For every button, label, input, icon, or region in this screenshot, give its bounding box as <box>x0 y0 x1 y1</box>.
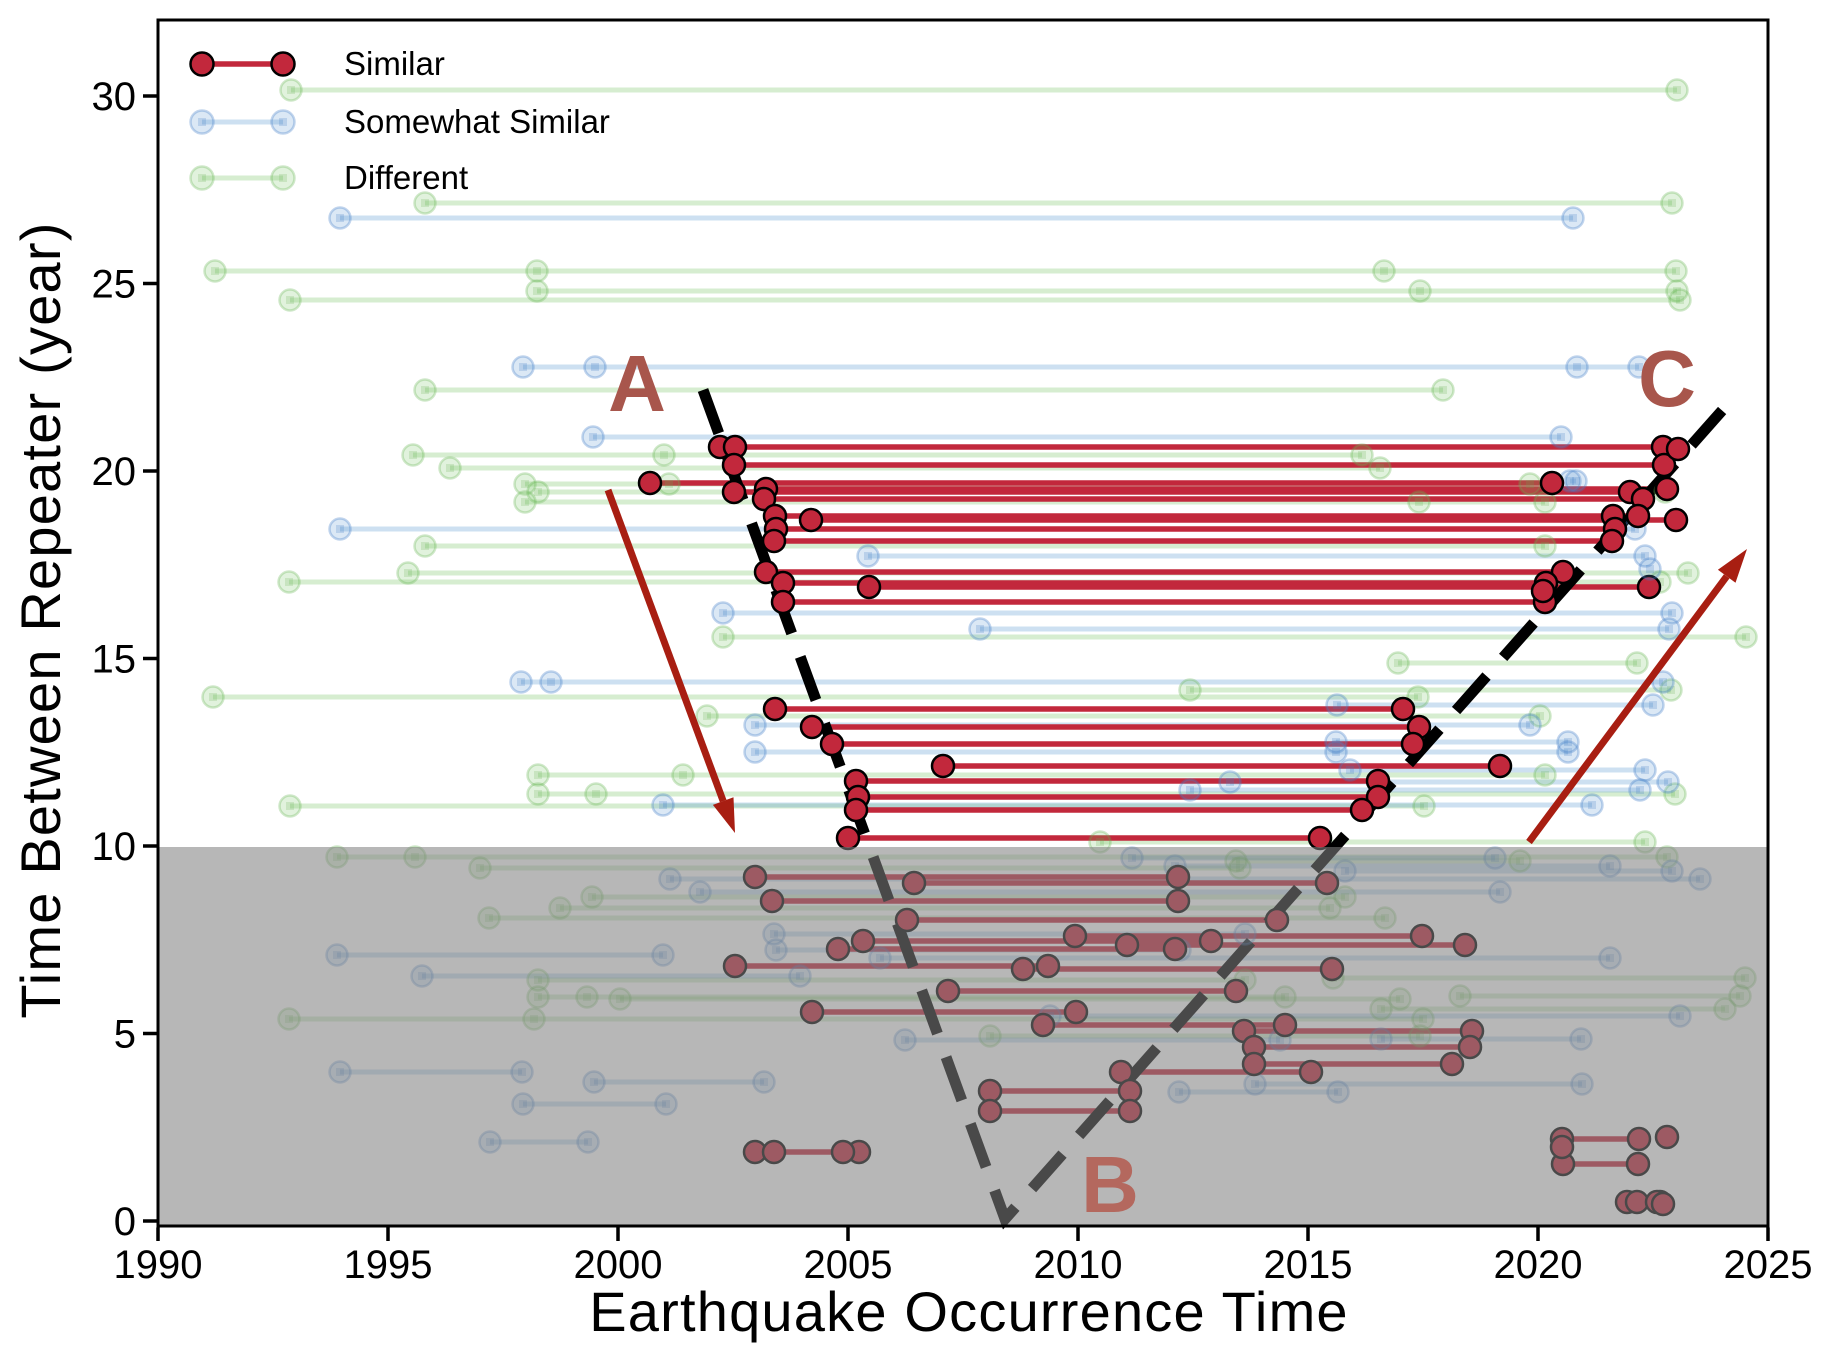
svg-text:10: 10 <box>92 825 137 869</box>
svg-text:2025: 2025 <box>1724 1243 1813 1287</box>
svg-text:20: 20 <box>92 450 137 494</box>
svg-text:25: 25 <box>92 263 137 307</box>
svg-text:Similar: Similar <box>344 45 445 82</box>
svg-text:Time Between Repeater (year): Time Between Repeater (year) <box>9 221 72 1018</box>
svg-text:2015: 2015 <box>1264 1243 1353 1287</box>
svg-text:2005: 2005 <box>804 1243 893 1287</box>
svg-text:A: A <box>608 339 666 428</box>
svg-text:2020: 2020 <box>1494 1243 1583 1287</box>
svg-text:Different: Different <box>344 159 468 196</box>
svg-text:15: 15 <box>92 638 137 682</box>
svg-text:Somewhat Similar: Somewhat Similar <box>344 103 610 140</box>
svg-text:B: B <box>1081 1140 1139 1229</box>
svg-text:C: C <box>1638 334 1696 423</box>
svg-text:Earthquake Occurrence Time: Earthquake Occurrence Time <box>589 1280 1349 1343</box>
svg-text:2000: 2000 <box>574 1243 663 1287</box>
svg-text:2010: 2010 <box>1034 1243 1123 1287</box>
svg-text:0: 0 <box>114 1200 136 1244</box>
svg-text:30: 30 <box>92 75 137 119</box>
svg-text:5: 5 <box>114 1013 136 1057</box>
svg-text:1995: 1995 <box>344 1243 433 1287</box>
svg-text:1990: 1990 <box>114 1243 203 1287</box>
